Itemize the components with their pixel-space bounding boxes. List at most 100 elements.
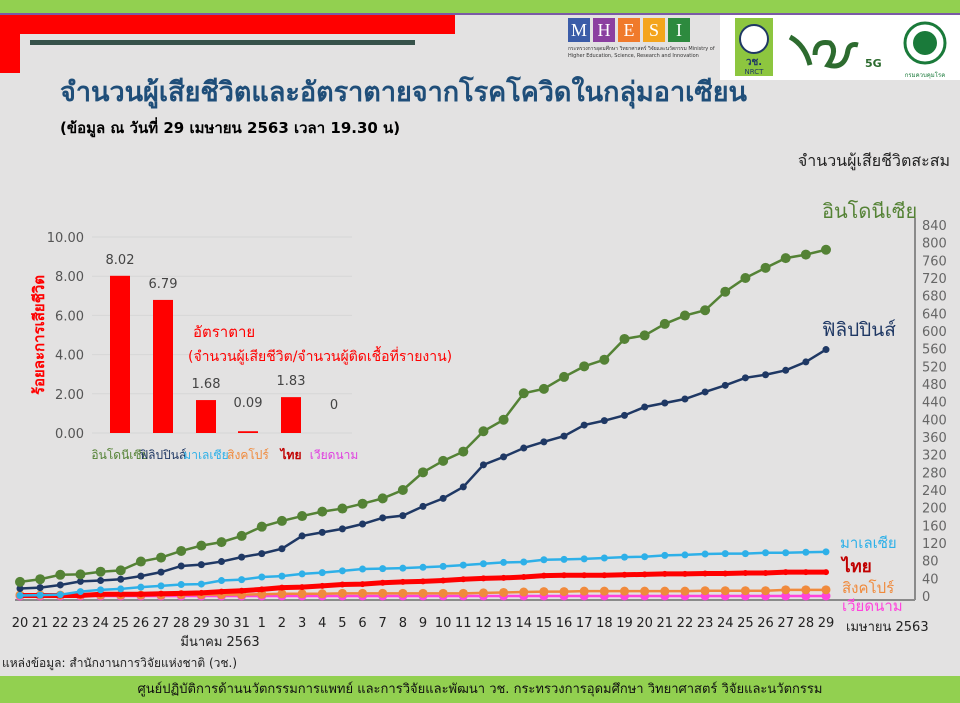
x-tick-label: 24 [92, 616, 109, 631]
data-point [781, 591, 791, 601]
title-divider [30, 40, 415, 45]
data-point [559, 587, 569, 597]
data-point [681, 395, 689, 403]
bar-data-label: 0 [330, 398, 338, 413]
data-point [36, 584, 44, 592]
bar-y-tick-label: 0.00 [55, 427, 84, 442]
data-point [16, 584, 24, 592]
y-tick-label: 840 [922, 219, 947, 234]
data-point [518, 388, 529, 399]
data-point [579, 586, 589, 596]
x-tick-label: 30 [213, 616, 230, 631]
data-point [338, 567, 346, 575]
data-point [379, 579, 386, 586]
data-point [458, 446, 469, 457]
data-point [742, 570, 749, 577]
data-point [720, 286, 731, 297]
fiveg-text: 5G [865, 57, 882, 70]
page-subtitle: (ข้อมูล ณ วันที่ 29 เมษายน 2563 เวลา 19.… [60, 119, 401, 137]
bar [281, 397, 301, 433]
data-point [97, 577, 105, 585]
data-point [478, 426, 489, 437]
data-point [802, 548, 810, 556]
data-point [277, 589, 287, 599]
y-tick-label: 480 [922, 378, 947, 393]
data-point [680, 586, 690, 596]
data-point [762, 549, 770, 557]
data-point [278, 545, 286, 553]
bar-y-tick-label: 6.00 [55, 309, 84, 324]
series-label: สิงคโปร์ [842, 579, 894, 597]
data-point [700, 305, 711, 316]
data-point [802, 358, 810, 366]
y-tick-label: 240 [922, 484, 947, 499]
bar-category-label: ฟิลิปปินส์ [140, 448, 187, 462]
data-point [318, 569, 326, 577]
bar-data-label: 0.09 [234, 396, 263, 411]
y-tick-label: 320 [922, 449, 947, 464]
x-tick-label: 6 [358, 616, 366, 631]
x-tick-label: 23 [72, 616, 89, 631]
x-tick-label: 11 [455, 616, 472, 631]
data-point [137, 591, 144, 598]
data-point [76, 588, 84, 596]
data-point [440, 577, 447, 584]
data-point [258, 573, 266, 581]
data-point [580, 421, 588, 429]
data-point [95, 566, 106, 577]
data-point [197, 580, 205, 588]
data-point [782, 549, 790, 557]
x-tick-label: 9 [419, 616, 427, 631]
data-point [659, 318, 670, 329]
data-point [378, 588, 388, 598]
x-tick-label: 1 [258, 616, 266, 631]
x-tick-label: 13 [495, 616, 512, 631]
x-tick-label: 22 [677, 616, 694, 631]
data-point [115, 565, 126, 576]
data-point [540, 556, 548, 564]
bar-chart-title: อัตราตาย [193, 323, 255, 341]
y-tick-label: 640 [922, 307, 947, 322]
data-point [781, 585, 791, 595]
data-point [681, 551, 689, 559]
data-point [620, 586, 629, 596]
data-point [299, 584, 306, 591]
data-point [823, 569, 829, 576]
data-point [458, 588, 468, 598]
data-point [238, 587, 245, 594]
data-point [640, 586, 650, 596]
data-point [459, 561, 467, 569]
x-tick-label: 22 [52, 616, 69, 631]
data-point [418, 588, 428, 598]
data-point [478, 588, 488, 598]
bar-data-label: 8.02 [106, 253, 135, 268]
data-point [117, 591, 124, 598]
red-accent-bar [0, 15, 455, 34]
mhesi-letter: M [568, 18, 590, 42]
data-point [438, 588, 448, 598]
data-point [35, 574, 46, 585]
data-point [76, 577, 84, 585]
y-tick-label: 520 [922, 360, 947, 375]
x-tick-label: 28 [173, 616, 190, 631]
data-point [760, 262, 771, 273]
x-tick-label: 19 [616, 616, 633, 631]
bar-category-label: ไทย [279, 447, 302, 462]
data-point [479, 560, 487, 568]
data-point [821, 244, 831, 255]
data-point [520, 558, 528, 566]
logo-strip: วช. NRCT 5G กรมควบคุมโรค [735, 18, 947, 79]
x-tick-label: 3 [298, 616, 306, 631]
bar-y-axis-title: ร้อยละการเสียชีวิต [30, 275, 48, 395]
svg-text:วช.: วช. [746, 57, 762, 68]
fiveg-logo [788, 34, 859, 69]
data-point [418, 467, 428, 478]
data-point [278, 584, 285, 591]
x-tick-label: 18 [596, 616, 613, 631]
data-point [256, 521, 267, 532]
data-point [135, 556, 146, 567]
y-tick-label: 440 [922, 396, 947, 411]
data-point [540, 572, 547, 579]
bar-y-tick-label: 10.00 [47, 231, 84, 246]
series-line-0 [19, 248, 827, 584]
